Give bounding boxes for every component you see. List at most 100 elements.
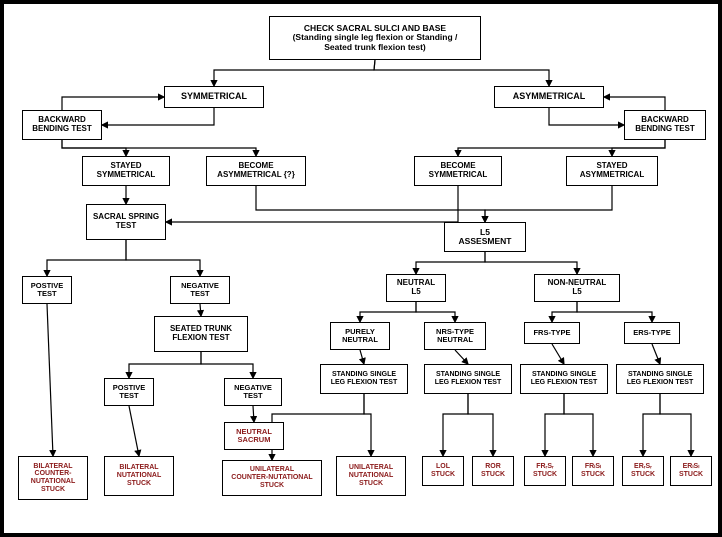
node-sym: SYMMETRICAL [164,86,264,108]
edge-purelyNeutral-sslf1 [360,350,364,364]
edge-l5-neutralL5 [416,252,485,274]
node-text: TEST [116,222,136,231]
node-text: NUTATIONAL [31,478,75,486]
edge-bbtL-staySymL [62,140,126,156]
node-text: SYMMETRICAL [181,92,247,102]
node-text: STUCK [41,486,65,494]
edge-sslf2-ror [468,394,493,456]
node-text: ERS-TYPE [633,329,671,337]
node-text: ASYMMETRICAL [513,92,586,102]
node-frrsr: FRᵣSᵣSTUCK [524,456,566,486]
edge-sslf4-errsr [643,394,660,456]
node-sacralSpring: SACRAL SPRINGTEST [86,204,166,240]
node-text: NEUTRAL [437,336,473,344]
edge-bbtR-becSym [458,140,665,156]
edge-sslf3-frlsl [564,394,593,456]
edge-sslf3-frrsr [545,394,564,456]
node-text: LOL [436,463,450,471]
node-text: STANDING SINGLE [332,371,396,379]
node-text: STUCK [631,471,655,479]
edge-nonNeutralL5-frsType [552,302,577,322]
node-text: TEST [190,290,209,298]
node-text: COUNTER- [35,470,72,478]
node-becSym: BECOMESYMMETRICAL [414,156,502,186]
node-sslf2: STANDING SINGLELEG FLEXION TEST [424,364,512,394]
node-errsr: ERᵣSᵣSTUCK [622,456,664,486]
edge-nonNeutralL5-ersType [577,302,652,322]
edge-bbtL-sym [62,97,164,110]
node-stayAsymR: STAYEDASYMMETRICAL [566,156,658,186]
node-text: BENDING TEST [32,125,92,134]
edge-neutralL5-nrsType [416,302,455,322]
node-sslf1: STANDING SINGLELEG FLEXION TEST [320,364,408,394]
edge-becAsym-l5 [256,186,485,222]
node-text: STUCK [359,480,383,488]
node-posTest2: POSTIVETEST [104,378,154,406]
edge-root-sym [214,60,375,86]
node-frsType: FRS-TYPE [524,322,580,344]
node-text: STUCK [533,471,557,479]
node-text: ASSESMENT [459,237,512,246]
node-text: LEG FLEXION TEST [531,379,598,387]
node-l5: L5ASSESMENT [444,222,526,252]
node-text: LEG FLEXION TEST [331,379,398,387]
node-text: TEST [37,290,56,298]
node-text: UNILATERAL [349,464,393,472]
node-text: SYMMETRICAL [97,171,156,180]
node-text: ERₗSₗ [683,463,700,471]
node-erlsl: ERₗSₗSTUCK [670,456,712,486]
edge-l5-nonNeutralL5 [485,252,577,274]
node-nonNeutralL5: NON-NEUTRALL5 [534,274,620,302]
node-text: STUCK [260,482,284,490]
node-text: NUTATIONAL [349,472,393,480]
edge-posTest1-bilatCounter [47,304,53,456]
edge-sslf1-uniCounter [272,394,364,460]
node-text: L5 [411,288,420,297]
node-sslf3: STANDING SINGLELEG FLEXION TEST [520,364,608,394]
node-root: CHECK SACRAL SULCI AND BASE(Standing sin… [269,16,481,60]
node-bilatNut: BILATERALNUTATIONALSTUCK [104,456,174,496]
edge-sacralSpring-posTest1 [47,240,126,276]
node-purelyNeutral: PURELYNEUTRAL [330,322,390,350]
node-text: Seated trunk flexion test) [324,43,426,52]
node-text: ROR [485,463,501,471]
node-asym: ASYMMETRICAL [494,86,604,108]
node-lol: LOLSTUCK [422,456,464,486]
node-text: STUCK [679,471,703,479]
node-seatedTrunk: SEATED TRUNKFLEXION TEST [154,316,248,352]
node-text: STUCK [127,480,151,488]
node-text: TEST [243,392,262,400]
edge-becSym-sacralSpring [166,186,458,222]
edge-bbtR-asym [604,97,665,110]
edge-root-asym [374,60,549,86]
node-text: SYMMETRICAL [429,171,488,180]
edge-sslf1-uniNut [364,394,371,456]
node-text: L5 [572,288,581,297]
node-staySymL: STAYEDSYMMETRICAL [82,156,170,186]
node-text: COUNTER-NUTATIONAL [231,474,312,482]
node-text: TEST [119,392,138,400]
edge-negTest1-seatedTrunk [200,304,201,316]
node-ersType: ERS-TYPE [624,322,680,344]
node-text: STANDING SINGLE [628,371,692,379]
node-text: BILATERAL [119,464,158,472]
node-uniCounter: UNILATERALCOUNTER-NUTATIONALSTUCK [222,460,322,496]
node-text: LEG FLEXION TEST [627,379,694,387]
edge-negTest2-neutralSacrum [253,406,254,422]
node-text: LEG FLEXION TEST [435,379,502,387]
edge-bbtL-becAsym [62,140,256,156]
node-text: STANDING SINGLE [436,371,500,379]
node-text: ASYMMETRICAL [580,171,644,180]
edge-neutralL5-purelyNeutral [360,302,416,322]
edge-sym-bbtL [102,108,214,125]
node-bilatCounter: BILATERALCOUNTER-NUTATIONALSTUCK [18,456,88,500]
node-sslf4: STANDING SINGLELEG FLEXION TEST [616,364,704,394]
edge-bbtR-stayAsymR [612,140,665,156]
edge-sslf2-lol [443,394,468,456]
edge-stayAsymR-l5 [485,186,612,222]
node-text: STUCK [481,471,505,479]
node-text: STUCK [581,471,605,479]
edge-seatedTrunk-posTest2 [129,352,201,378]
node-text: FLEXION TEST [172,334,229,343]
node-text: NEUTRAL [342,336,378,344]
